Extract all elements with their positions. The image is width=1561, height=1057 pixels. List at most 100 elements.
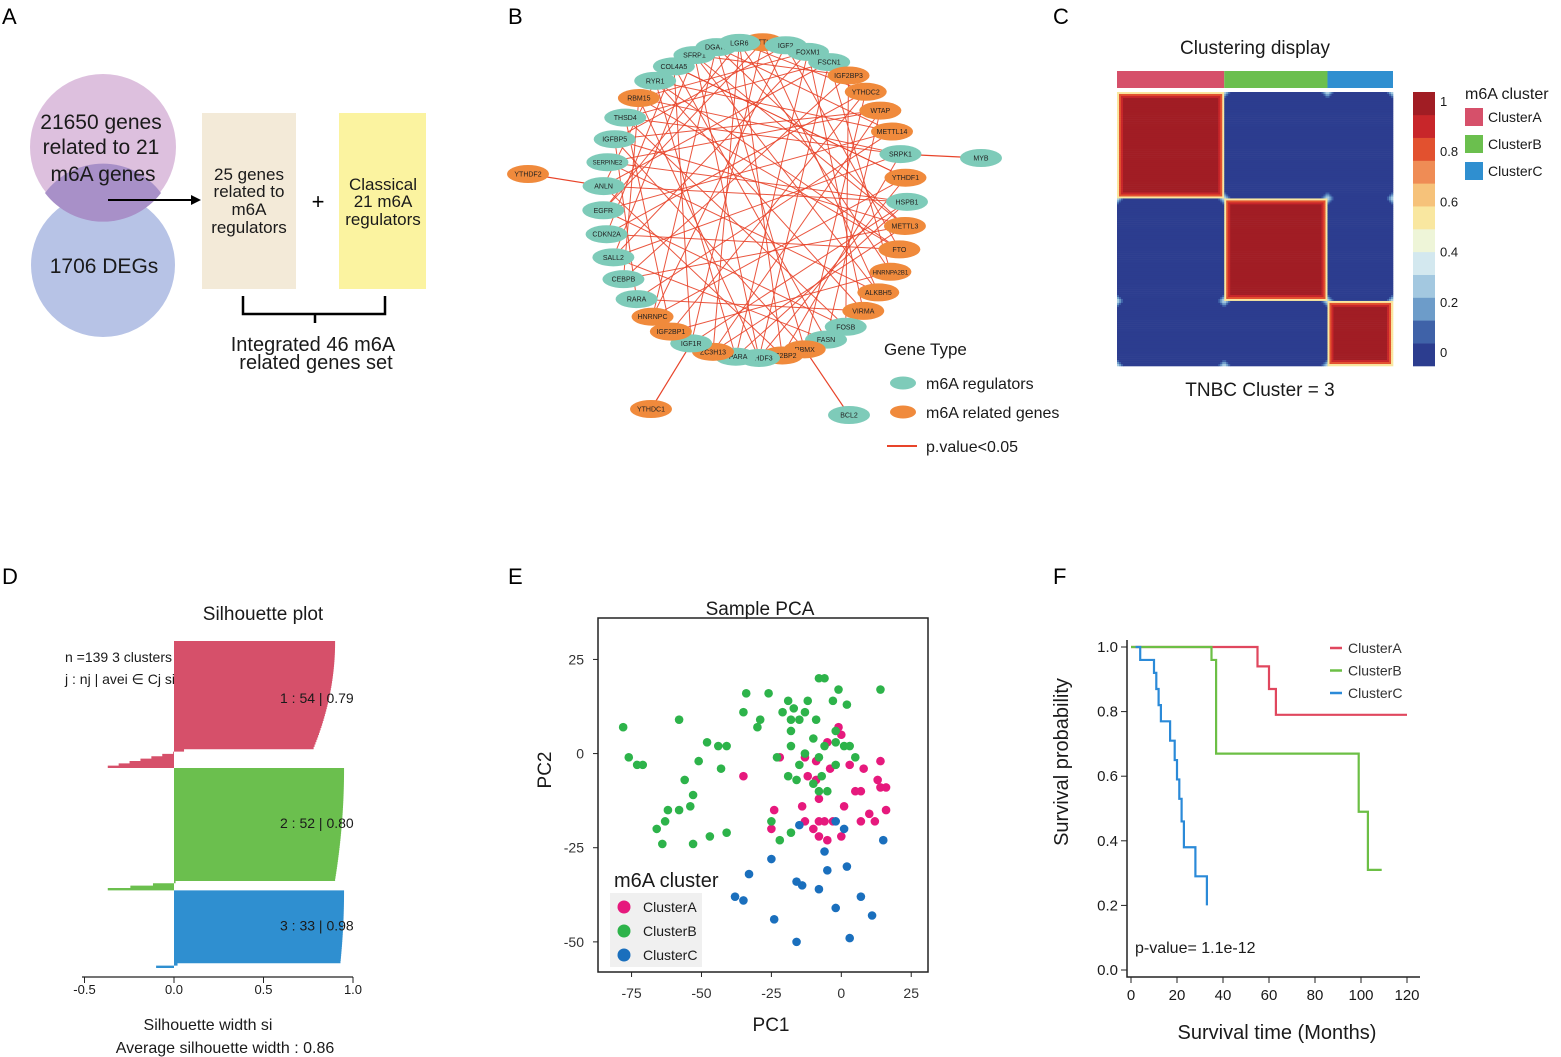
pca-x-tick-label: -25 — [761, 985, 781, 1001]
network-node[interactable]: BCL2 — [828, 406, 870, 424]
network-node[interactable]: FSCN1 — [808, 53, 851, 72]
network-node[interactable]: HSPB1 — [885, 192, 928, 211]
heatmap-cell — [1117, 174, 1120, 178]
network-node[interactable]: YTHDF2 — [507, 165, 549, 183]
pca-point-ClusterB — [716, 764, 726, 773]
panel-c-consensus-heatmap: Clustering display 00.20.40.60.81 m6A cl… — [1117, 38, 1549, 401]
network-node[interactable]: CDKN2A — [585, 225, 628, 244]
network-node[interactable]: FTO — [878, 240, 921, 259]
pca-point-ClusterB — [814, 753, 824, 762]
network-node[interactable]: YTHDC1 — [630, 400, 672, 418]
heatmap-cell — [1389, 92, 1392, 95]
heatmap-cell — [1329, 340, 1332, 343]
heatmap-cell — [1329, 350, 1332, 353]
network-node[interactable]: HNRNPC — [631, 307, 674, 326]
heatmap-cell — [1117, 131, 1120, 134]
heatmap-cell — [1117, 318, 1328, 321]
heatmap-cell — [1230, 92, 1322, 95]
heatmap-cell — [1222, 131, 1225, 134]
network-node[interactable]: WTAP — [859, 101, 902, 120]
network-node[interactable]: RARA — [615, 290, 658, 309]
heatmap-cell — [1327, 245, 1394, 249]
network-node[interactable]: SERPINE2 — [586, 153, 629, 172]
network-node[interactable]: RBM15 — [617, 89, 660, 108]
heatmap-cell — [1391, 326, 1394, 329]
heatmap-cell — [1327, 263, 1394, 266]
heatmap-cell — [1222, 172, 1225, 176]
heatmap-cell — [1228, 281, 1231, 284]
pca-point-ClusterB — [618, 722, 628, 732]
heatmap-cell — [1222, 101, 1225, 105]
heatmap-cell — [1218, 155, 1221, 158]
network-node[interactable]: LGR6 — [718, 33, 761, 52]
network-node[interactable]: IGFBP5 — [593, 130, 636, 149]
heatmap-cell — [1224, 186, 1394, 189]
heatmap-cell — [1387, 330, 1390, 333]
heatmap-cell — [1226, 239, 1229, 243]
heatmap-cell — [1389, 320, 1392, 323]
heatmap-cell — [1323, 196, 1326, 199]
heatmap-cell — [1230, 212, 1322, 215]
heatmap-cell — [1391, 356, 1394, 359]
heatmap-cell — [1224, 289, 1227, 292]
network-node[interactable]: ANLN — [582, 177, 625, 196]
heatmap-cell — [1389, 350, 1392, 353]
pca-point-ClusterB — [786, 726, 796, 736]
heatmap-cell — [1327, 247, 1394, 250]
heatmap-cell — [1325, 226, 1328, 229]
heatmap-cell — [1327, 214, 1394, 217]
network-node[interactable]: VIRMA — [842, 301, 885, 320]
heatmap-cell — [1117, 287, 1225, 290]
heatmap-cell — [1122, 186, 1219, 189]
network-node[interactable]: IGF2BP1 — [649, 322, 692, 341]
heatmap-cell — [1226, 285, 1229, 288]
heatmap-cell — [1226, 297, 1326, 300]
node-ellipse — [602, 270, 645, 289]
heatmap-cell — [1224, 160, 1394, 164]
heatmap-cell — [1122, 105, 1219, 109]
heatmap-cell — [1325, 192, 1330, 195]
heatmap-cell — [1118, 159, 1122, 162]
network-node[interactable]: EGFR — [582, 201, 625, 220]
network-node[interactable]: YTHDF1 — [884, 168, 927, 187]
heatmap-cell — [1117, 312, 1328, 316]
heatmap-cell — [1230, 287, 1322, 290]
network-node[interactable]: THSD4 — [604, 108, 647, 127]
heatmap-cell — [1391, 310, 1394, 314]
network-node[interactable]: YTHDC2 — [844, 82, 887, 101]
heatmap-cell — [1224, 172, 1394, 176]
heatmap-cell — [1117, 291, 1225, 294]
heatmap-cell — [1228, 291, 1231, 294]
network-node[interactable]: HNRNPA2B1 — [869, 262, 912, 281]
network-node[interactable]: SALL2 — [592, 248, 635, 267]
network-node[interactable]: CEBPB — [602, 270, 645, 289]
heatmap-cell — [1226, 277, 1229, 280]
heatmap-cell — [1226, 93, 1229, 97]
network-node[interactable]: MYB — [960, 149, 1002, 167]
heatmap-cell — [1118, 139, 1122, 142]
heatmap-cell — [1117, 153, 1120, 156]
heatmap-cell — [1331, 297, 1390, 300]
heatmap-cell — [1387, 312, 1390, 316]
network-node[interactable]: RYR1 — [634, 71, 677, 90]
heatmap-cell — [1230, 293, 1322, 296]
network-node[interactable]: METTL14 — [870, 122, 913, 141]
network-node[interactable]: IGF2BP3 — [827, 66, 870, 85]
heatmap-cell — [1331, 310, 1334, 314]
network-node[interactable]: METTL3 — [883, 216, 926, 235]
heatmap-cell — [1117, 218, 1225, 221]
heatmap-cell — [1321, 216, 1324, 219]
network-node[interactable]: SRPK1 — [879, 145, 922, 164]
node-label: SERPINE2 — [593, 161, 623, 167]
heatmap-cell — [1226, 293, 1229, 296]
heatmap-cell — [1224, 135, 1394, 138]
heatmap-cell — [1117, 182, 1120, 185]
heatmap-cell — [1122, 155, 1219, 158]
network-node[interactable]: ALKBH5 — [857, 283, 900, 302]
network-node[interactable]: FOSB — [824, 317, 867, 336]
heatmap-cell — [1329, 320, 1332, 323]
heatmap-cell — [1222, 192, 1225, 195]
heatmap-cell — [1329, 200, 1332, 203]
heatmap-cell — [1325, 259, 1328, 262]
